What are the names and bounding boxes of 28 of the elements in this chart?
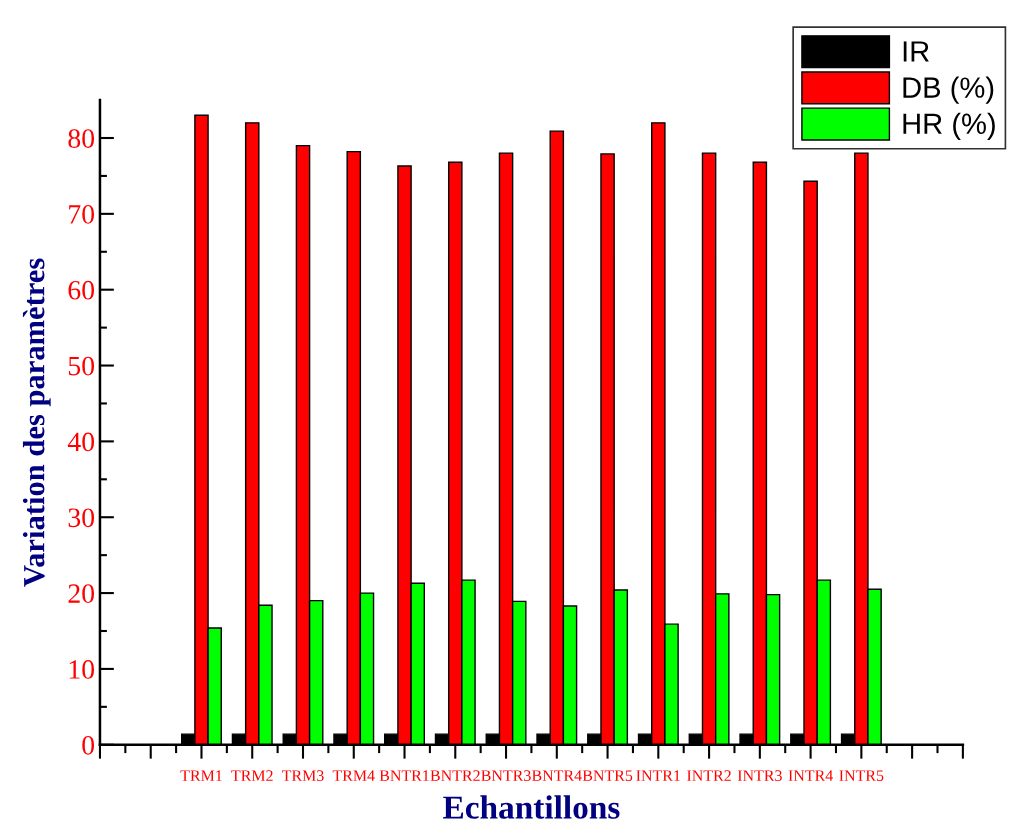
x-tick-label: BNTR5: [582, 770, 633, 781]
y-axis-title: Variation des paramètres: [22, 258, 51, 587]
legend-label: DB (%): [903, 76, 994, 104]
x-tick-label: INTR5: [839, 770, 884, 781]
legend-label: HR (%): [903, 112, 995, 140]
x-axis-title: Echantillons: [443, 795, 620, 819]
x-tick-label: BNTR3: [481, 770, 531, 781]
y-tick-label: 80: [68, 129, 95, 148]
x-tick-label: TRM3: [281, 770, 324, 781]
y-tick-label: 40: [67, 432, 95, 452]
x-tick-label: BNTR4: [531, 770, 582, 781]
x-tick-label: BNTR1: [379, 770, 429, 781]
x-tick-label: TRM1: [180, 770, 222, 781]
x-tick-label: INTR1: [636, 770, 680, 781]
legend-label: IR: [903, 41, 929, 62]
y-tick-label: 20: [68, 584, 95, 603]
x-tick-label: INTR2: [687, 770, 731, 781]
x-tick-label: INTR3: [737, 770, 782, 781]
y-tick-label: 60: [68, 280, 95, 300]
x-tick-label: TRM2: [231, 770, 273, 781]
x-tick-label: BNTR2: [430, 770, 480, 781]
y-tick-label: 10: [69, 660, 95, 679]
y-tick-label: 0: [82, 735, 95, 755]
y-tick-label: 30: [68, 508, 95, 528]
x-tick-label: TRM4: [332, 770, 375, 781]
y-tick-label: 70: [69, 205, 95, 224]
y-tick-label: 50: [68, 356, 95, 376]
x-tick-label: INTR4: [788, 770, 833, 781]
